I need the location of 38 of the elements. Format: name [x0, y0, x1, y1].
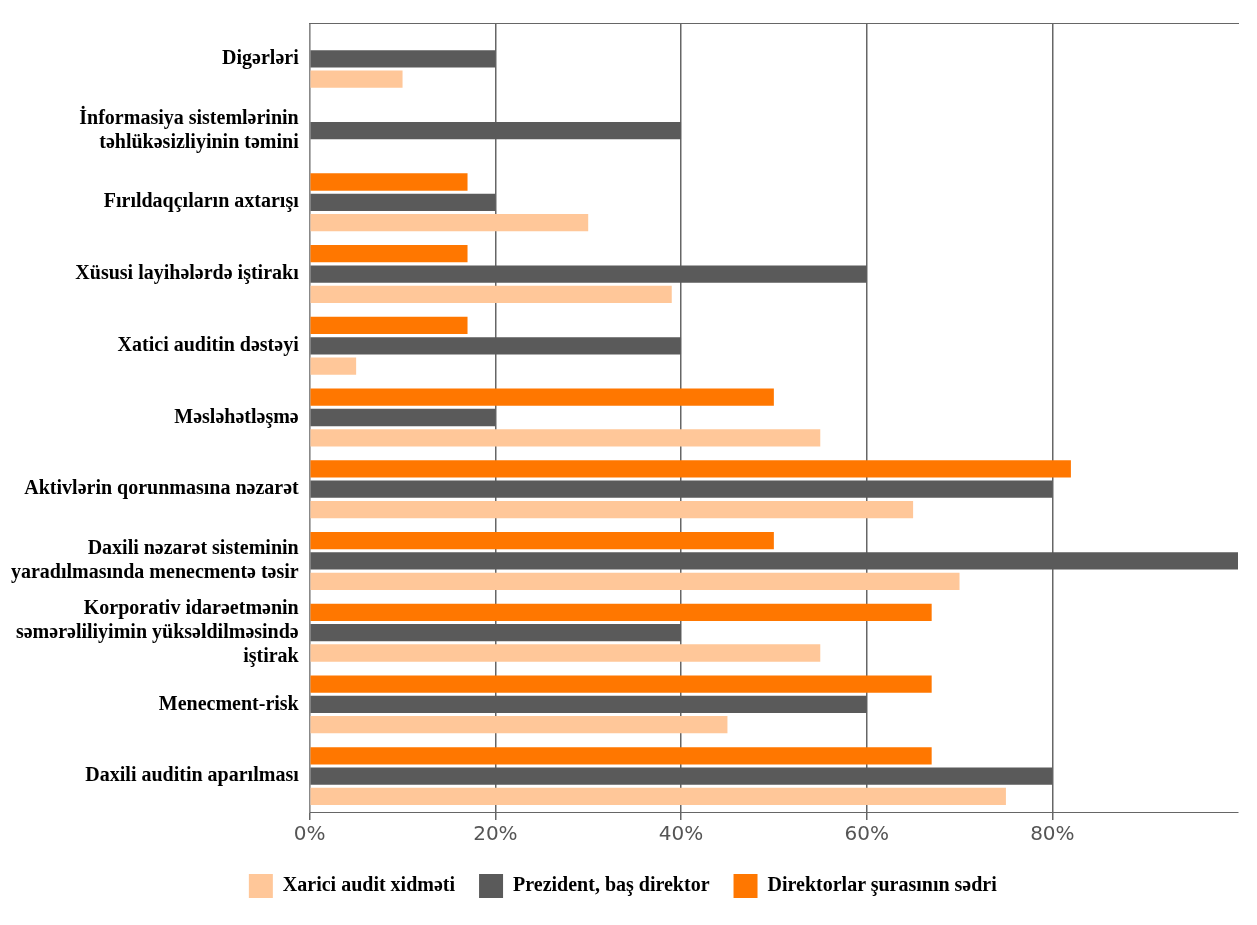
- bar: [310, 429, 821, 447]
- bar: [310, 532, 774, 550]
- x-tick-label: 60%: [844, 821, 889, 846]
- legend-label: Direktorlar şurasının sədri: [767, 873, 998, 897]
- bar: [310, 388, 774, 406]
- bar: [310, 460, 1071, 478]
- x-tick-label: 80%: [1030, 821, 1075, 846]
- bar: [310, 787, 1006, 806]
- y-tick-label: Daxili nəzarət sisteminin yaradılmasında menecmentə təsir: [10, 536, 299, 584]
- y-tick-label: Xüsusi layihələrdə iştirakı: [75, 261, 300, 285]
- y-tick-label: Xatici auditin dəstəyi: [117, 332, 300, 356]
- bar: [310, 675, 932, 693]
- y-tick-label: Korporativ idarəetmənin səmərəliliyimin yüksəldilməsində iştirak: [15, 595, 300, 667]
- y-tick-label: Məsləhətləşmə: [174, 404, 299, 428]
- x-tick-label: 0%: [293, 821, 326, 846]
- bar: [310, 644, 821, 662]
- bar: [310, 357, 357, 375]
- bar: [310, 603, 932, 621]
- bar: [310, 173, 468, 191]
- legend-label: Xarici audit xidməti: [282, 873, 456, 896]
- bar: [310, 500, 914, 519]
- y-tick-label: Fırıldaqçıların axtarışı: [103, 189, 300, 213]
- bar: [310, 214, 589, 232]
- bar: [310, 285, 672, 304]
- bar: [310, 747, 932, 765]
- y-tick-label: Aktivlərin qorunmasına nəzarət: [24, 476, 300, 500]
- x-tick-label: 40%: [658, 821, 704, 846]
- legend-label: Prezident, baş direktor: [513, 873, 710, 897]
- y-tick-label: Daxili auditin aparılması: [85, 763, 300, 787]
- y-tick-label: Digərləri: [222, 46, 300, 70]
- y-tick-label: İnformasiya sistemlərinin təhlükəsizliyinin təmini: [79, 104, 300, 153]
- x-tick-label: 20%: [473, 821, 518, 846]
- bar: [310, 316, 468, 335]
- bar: [310, 70, 403, 88]
- bar: [310, 716, 728, 734]
- y-tick-label: Menecment-risk: [158, 691, 300, 714]
- bar: [310, 572, 960, 590]
- bar: [310, 245, 468, 263]
